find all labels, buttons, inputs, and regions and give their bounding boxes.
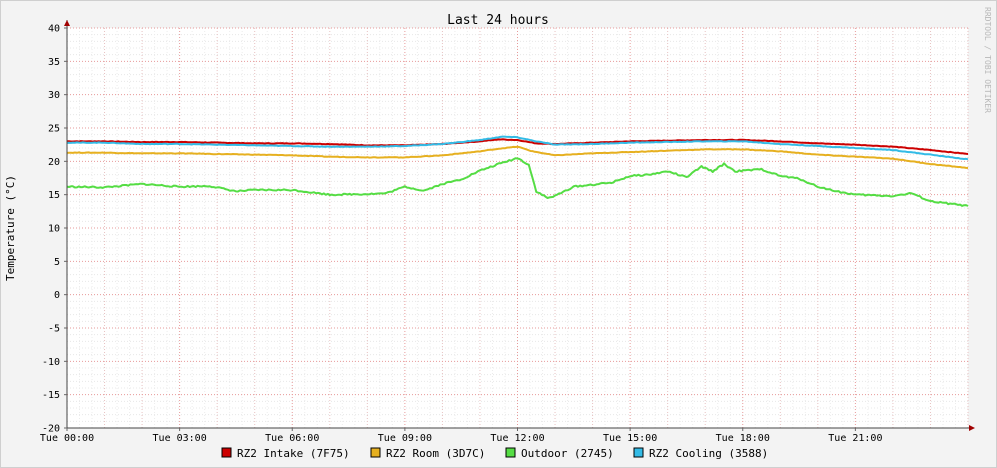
x-tick-label: Tue 12:00 [490,433,544,444]
x-tick-label: Tue 03:00 [153,433,207,444]
legend-swatch [505,447,516,458]
legend-swatch [370,447,381,458]
y-axis-arrow [64,20,70,26]
legend-item: Outdoor (2745) [505,447,614,460]
series-line [66,157,969,207]
legend-swatch [633,447,644,458]
grid-lines [66,27,969,429]
legend-label: Outdoor (2745) [521,447,614,460]
y-tick-label: -10 [42,357,60,368]
legend-label: RZ2 Intake (7F75) [237,447,350,460]
y-tick-label: 0 [54,290,60,301]
x-tick-labels: Tue 00:00 Tue 03:00 Tue 06:00 Tue 09:00 Tue … [40,428,882,444]
legend-item: RZ2 Cooling (3588) [633,447,768,460]
x-tick-label: Tue 18:00 [716,433,770,444]
series-line [66,135,969,161]
y-axis-label: Temperature (°C) [4,175,17,281]
legend-label: RZ2 Cooling (3588) [649,447,768,460]
watermark: RRDTOOL / TOBI OETIKER [983,7,992,113]
x-axis-arrow [969,425,975,431]
legend-label: RZ2 Room (3D7C) [386,447,485,460]
x-tick-label: Tue 06:00 [265,433,319,444]
y-tick-label: -20 [42,424,60,435]
y-tick-label: -15 [42,390,60,401]
y-tick-label: 20 [48,157,60,168]
series-line [67,138,969,155]
y-tick-label: 10 [48,224,60,235]
y-tick-labels: 40 35 30 25 20 15 10 5 0 -5 -10 -15 -20 [42,24,67,435]
y-tick-label: -5 [48,324,60,335]
x-tick-label: Tue 09:00 [378,433,432,444]
y-tick-label: 25 [48,124,60,135]
legend: RZ2 Intake (7F75) RZ2 Room (3D7C) Outdoor … [221,447,768,460]
y-tick-label: 40 [48,24,60,35]
y-tick-label: 15 [48,190,60,201]
axes [64,20,975,431]
y-tick-label: 30 [48,90,60,101]
y-tick-label: 5 [54,257,60,268]
x-tick-label: Tue 00:00 [40,433,94,444]
legend-swatch [221,447,232,458]
legend-item: RZ2 Intake (7F75) [221,447,350,460]
y-tick-label: 35 [48,57,60,68]
series-lines [66,135,969,207]
series-line [66,145,969,169]
x-tick-label: Tue 15:00 [603,433,657,444]
chart-title: Last 24 hours [447,13,549,28]
x-tick-label: Tue 21:00 [828,433,882,444]
legend-item: RZ2 Room (3D7C) [370,447,485,460]
